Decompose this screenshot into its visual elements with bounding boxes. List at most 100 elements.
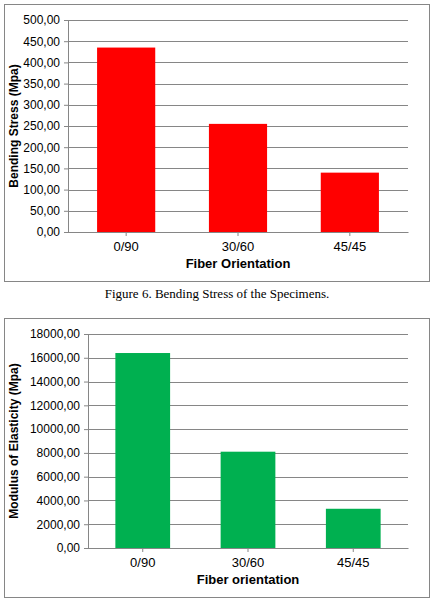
tick: 18000,00 <box>30 327 88 341</box>
tick: 400,00 <box>23 56 68 70</box>
bar <box>321 173 379 232</box>
page: 0,00 50,00 100,00 150,00 200,00 250,00 300,00 3… <box>0 0 434 602</box>
y-axis-title: Modulus of Elasticity (Mpa) <box>7 363 21 518</box>
tick-label: 4000,00 <box>37 494 81 508</box>
tick-label: 300,00 <box>23 98 60 112</box>
tick: 2000,00 <box>37 518 88 532</box>
bar <box>221 452 276 548</box>
tick: 50,00 <box>30 204 68 218</box>
tick: 250,00 <box>23 119 68 133</box>
tick-mark <box>84 405 88 406</box>
tick-mark <box>84 524 88 525</box>
tick-label: 250,00 <box>23 119 60 133</box>
grid-line <box>68 20 408 21</box>
tick-mark <box>84 548 88 549</box>
tick-label: 30/60 <box>222 239 255 254</box>
tick-mark <box>84 358 88 359</box>
x-axis: 0/90 30/60 45/45 <box>69 232 409 254</box>
tick-mark <box>64 232 68 233</box>
bars <box>97 48 379 232</box>
tick-label: 6000,00 <box>37 470 81 484</box>
bar <box>326 509 381 548</box>
axis-line <box>88 335 89 549</box>
tick: 350,00 <box>23 77 68 91</box>
tick-label: 10000,00 <box>30 422 80 436</box>
tick-mark <box>84 500 88 501</box>
tick: 8000,00 <box>37 446 88 460</box>
tick-mark <box>64 105 68 106</box>
tick-mark <box>248 548 249 552</box>
tick-label: 0/90 <box>130 555 155 570</box>
chart-frame <box>5 5 430 282</box>
x-axis-title: Fiber Orientation <box>186 256 291 271</box>
tick-label: 400,00 <box>23 56 60 70</box>
tick-mark <box>142 548 143 552</box>
tick: 30/60 <box>232 548 265 570</box>
tick: 4000,00 <box>37 494 88 508</box>
tick: 200,00 <box>23 141 68 155</box>
grid-line <box>68 41 408 42</box>
tick-label: 12000,00 <box>30 399 80 413</box>
tick-mark <box>84 453 88 454</box>
tick-label: 18000,00 <box>30 327 80 341</box>
grid-line <box>88 334 408 335</box>
tick-mark <box>64 41 68 42</box>
tick-label: 45/45 <box>337 555 370 570</box>
tick-mark <box>64 211 68 212</box>
tick-mark <box>126 232 127 236</box>
tick-mark <box>84 382 88 383</box>
tick-mark <box>238 232 239 236</box>
tick: 14000,00 <box>30 375 88 389</box>
axis-line <box>68 21 69 233</box>
tick: 30/60 <box>222 232 255 254</box>
bar <box>115 353 170 548</box>
tick: 12000,00 <box>30 399 88 413</box>
tick: 0,00 <box>57 541 88 555</box>
bar <box>209 124 267 232</box>
tick-label: 16000,00 <box>30 351 80 365</box>
tick: 500,00 <box>23 13 68 27</box>
tick-mark <box>84 334 88 335</box>
tick-label: 8000,00 <box>37 446 81 460</box>
tick: 100,00 <box>23 183 68 197</box>
tick-label: 0,00 <box>37 225 61 239</box>
tick-mark <box>84 429 88 430</box>
y-axis: 0,00 50,00 100,00 150,00 200,00 250,00 300,00 3… <box>23 13 68 239</box>
chart: 0,00 50,00 100,00 150,00 200,00 250,00 300,00 3… <box>5 5 430 282</box>
tick-label: 14000,00 <box>30 375 80 389</box>
tick: 45/45 <box>334 232 367 254</box>
chart: 0,00 2000,00 4000,00 6000,00 8000,00 10000,00… <box>5 319 430 598</box>
tick-label: 350,00 <box>23 77 60 91</box>
tick-mark <box>84 477 88 478</box>
tick: 10000,00 <box>30 422 88 436</box>
y-axis: 0,00 2000,00 4000,00 6000,00 8000,00 10000,00… <box>30 327 89 555</box>
tick-mark <box>349 232 350 236</box>
tick-label: 500,00 <box>23 13 60 27</box>
tick-mark <box>64 168 68 169</box>
y-axis-title: Bending Stress (Mpa) <box>7 64 21 187</box>
tick: 0/90 <box>114 232 139 254</box>
tick-mark <box>64 147 68 148</box>
chart-frame <box>5 319 430 598</box>
tick-mark <box>353 548 354 552</box>
tick-label: 2000,00 <box>37 518 81 532</box>
bar <box>97 48 155 232</box>
tick-label: 30/60 <box>232 555 265 570</box>
bars <box>115 353 380 548</box>
tick: 45/45 <box>337 548 370 570</box>
tick-mark <box>64 20 68 21</box>
tick-label: 0,00 <box>57 541 81 555</box>
tick-label: 450,00 <box>23 35 60 49</box>
tick-label: 150,00 <box>23 162 60 176</box>
tick: 450,00 <box>23 35 68 49</box>
tick: 300,00 <box>23 98 68 112</box>
tick-label: 45/45 <box>334 239 367 254</box>
x-axis: 0/90 30/60 45/45 <box>89 548 409 570</box>
tick-label: 0/90 <box>114 239 139 254</box>
x-axis-title: Fiber orientation <box>197 572 300 587</box>
grid <box>68 21 408 233</box>
tick: 6000,00 <box>37 470 88 484</box>
tick: 150,00 <box>23 162 68 176</box>
tick: 16000,00 <box>30 351 88 365</box>
caption: Figure 6. Bending Stress of the Specimen… <box>105 286 330 301</box>
